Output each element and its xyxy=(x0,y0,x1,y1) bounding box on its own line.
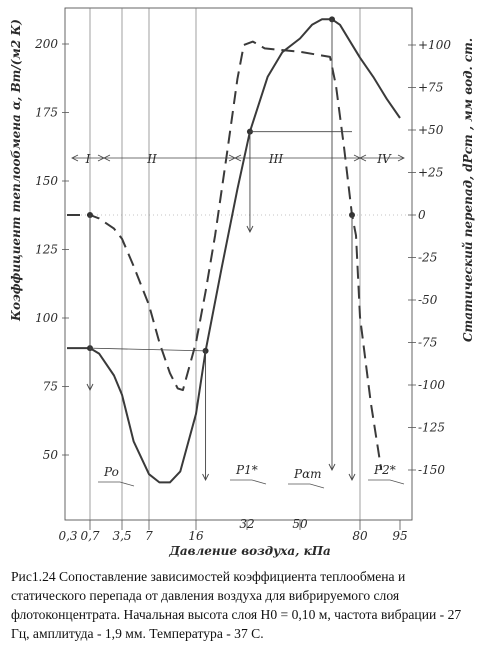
zone-label: I xyxy=(85,152,91,166)
y-right-tick-label: +75 xyxy=(418,81,443,95)
zone-arrow-right xyxy=(397,154,405,162)
x-tick-label-mid: 32 xyxy=(239,517,254,531)
pressure-marker-label: P2* xyxy=(373,463,396,477)
y-left-tick-label: 150 xyxy=(35,174,58,188)
y-right-axis-label: Статический перепад, dPст , мм вод. ст. xyxy=(461,38,475,342)
guide-arrow-p0-head xyxy=(86,383,94,392)
zone-arrow-left xyxy=(71,154,79,162)
guide-arrow-pam-head xyxy=(328,463,336,472)
labels-layer: 0,3 0,7 3,5 7 16 32 50 80 95 Давление воздуха, кП… xyxy=(9,19,475,558)
plot-frame xyxy=(64,7,413,521)
figure-caption: Рис1.24 Сопоставление зависимостей коэфф… xyxy=(11,569,462,641)
y-right-tick-label: -50 xyxy=(418,293,438,307)
zone-label: II xyxy=(146,152,157,166)
guide-arrow-mid-head xyxy=(246,225,254,234)
y-left-tick-label: 100 xyxy=(35,311,58,325)
series-line-2 xyxy=(67,40,383,471)
guide-arrow-p2-head xyxy=(348,473,356,482)
y-left-tick-label: 200 xyxy=(34,37,58,51)
y-left-axis-label: Коэффициент теплообмена α, Вт/(м2 К) xyxy=(9,19,23,322)
x-tick-label: 80 xyxy=(352,529,368,543)
y-right-tick-label: -125 xyxy=(418,421,445,435)
zone-arrow-left xyxy=(359,154,367,162)
marks-layer xyxy=(71,16,405,482)
zone-arrow-left xyxy=(234,154,242,162)
y-right-tick-label: +100 xyxy=(418,38,451,52)
x-tick-label-mid: 50 xyxy=(292,517,308,531)
y-left-tick-label: 50 xyxy=(43,448,59,462)
pressure-marker-label: Po xyxy=(103,465,119,479)
series-line-1 xyxy=(67,18,401,484)
zone-arrow-left xyxy=(103,154,111,162)
y-left-tick-label: 175 xyxy=(35,106,58,120)
x-tick-label: 0,7 xyxy=(80,529,99,543)
y-right-tick-label: +50 xyxy=(418,123,444,137)
guide-h-lower xyxy=(89,347,206,352)
grid xyxy=(62,8,416,530)
y-right-tick-label: -25 xyxy=(418,251,437,265)
x-tick-label: 7 xyxy=(145,529,153,543)
x-tick-label: 3,5 xyxy=(112,529,131,543)
y-right-tick-label: 0 xyxy=(418,208,426,222)
x-tick-label: 0,3 xyxy=(58,529,77,543)
x-axis-label: Давление воздуха, кПа xyxy=(168,544,331,558)
series-layer xyxy=(67,18,401,484)
y-right-tick-label: -150 xyxy=(418,463,445,477)
pressure-marker-label: Pαm xyxy=(293,467,322,481)
x-tick-label: 16 xyxy=(188,529,204,543)
y-left-tick-label: 75 xyxy=(43,380,58,394)
pressure-marker-stroke xyxy=(98,481,135,487)
pressure-marker-stroke xyxy=(288,483,325,489)
x-tick-label: 95 xyxy=(392,529,407,543)
y-right-tick-label: -75 xyxy=(418,336,437,350)
zone-label: IV xyxy=(376,152,392,166)
pressure-marker-stroke xyxy=(230,479,267,485)
pressure-marker-stroke xyxy=(368,479,405,485)
guide-arrow-p1-head xyxy=(202,473,209,482)
y-right-tick-label: -100 xyxy=(418,378,445,392)
pressure-marker-label: P1* xyxy=(235,463,258,477)
chart: 0,3 0,7 3,5 7 16 32 50 80 95 Давление воздуха, кП… xyxy=(9,7,475,558)
zone-label: III xyxy=(268,152,283,166)
y-left-tick-label: 125 xyxy=(35,243,58,257)
y-right-tick-label: +25 xyxy=(418,166,443,180)
